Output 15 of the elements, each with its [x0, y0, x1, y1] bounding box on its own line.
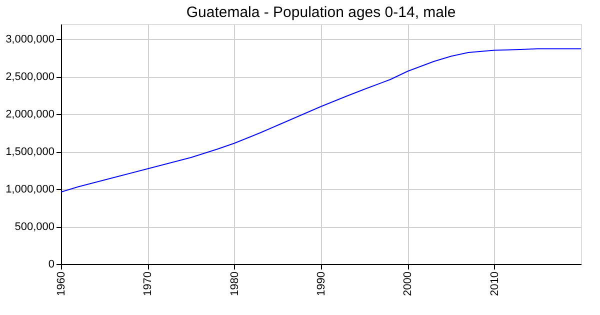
x-tick-label: 1990 — [316, 272, 328, 296]
y-tick-label: 0 — [48, 258, 54, 270]
x-tick-label: 1960 — [56, 272, 68, 296]
line-series — [61, 48, 581, 192]
y-tick-label: 2,000,000 — [6, 108, 54, 120]
chart-title: Guatemala - Population ages 0-14, male — [186, 4, 456, 21]
x-tick-label: 2010 — [488, 272, 501, 296]
x-tick-label: 1970 — [142, 272, 154, 296]
y-tick-label: 1,500,000 — [6, 146, 54, 158]
y-tick-label: 3,000,000 — [6, 34, 54, 46]
y-tick-label: 2,500,000 — [6, 71, 54, 83]
y-tick-label: 500,000 — [14, 221, 54, 233]
x-tick-label: 2000 — [402, 272, 414, 296]
y-tick-label: 1,000,000 — [6, 184, 54, 196]
x-tick-label: 1980 — [228, 272, 241, 296]
